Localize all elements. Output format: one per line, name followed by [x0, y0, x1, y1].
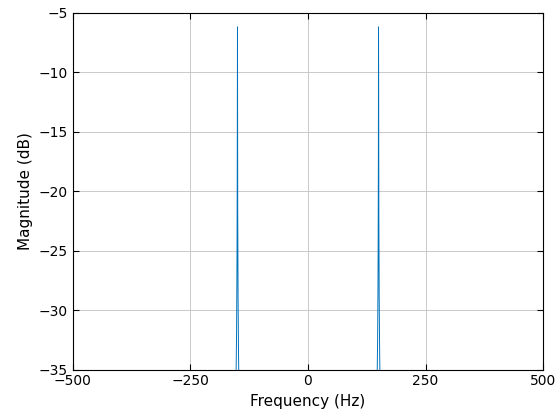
Y-axis label: Magnitude (dB): Magnitude (dB): [18, 132, 33, 250]
X-axis label: Frequency (Hz): Frequency (Hz): [250, 394, 366, 409]
